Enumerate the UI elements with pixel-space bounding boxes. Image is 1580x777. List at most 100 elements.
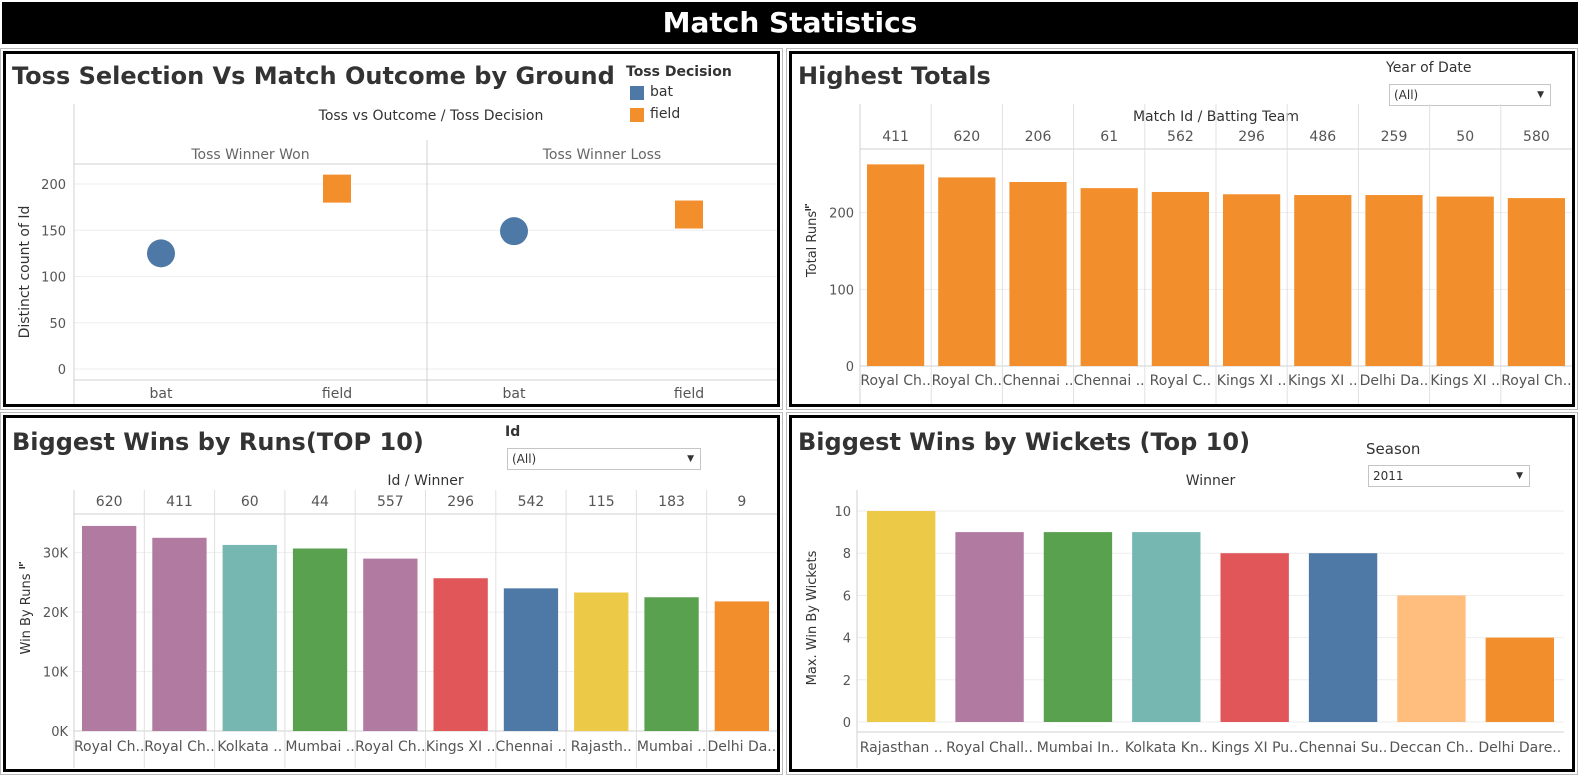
x-tick-label: Kings XI .. bbox=[1430, 373, 1500, 389]
match-id-label: 50 bbox=[1456, 129, 1474, 145]
y-axis-label: Win By Runs bbox=[19, 573, 34, 654]
x-tick-label: Chennai .. bbox=[1074, 373, 1145, 389]
bar bbox=[1365, 195, 1423, 366]
match-id-label: 580 bbox=[1523, 129, 1550, 145]
bar bbox=[644, 597, 699, 731]
id-filter-value: (All) bbox=[512, 452, 537, 466]
toss-panel-frame bbox=[0, 48, 783, 410]
match-id-label: 562 bbox=[1167, 129, 1194, 145]
x-tick-label: Mumbai .. bbox=[637, 739, 706, 755]
x-tick-label: field bbox=[322, 386, 352, 402]
toss-panel: Toss Selection Vs Match Outcome by Groun… bbox=[3, 51, 780, 407]
match-id-label: 620 bbox=[96, 494, 123, 510]
chevron-down-icon: ▼ bbox=[1537, 90, 1544, 100]
bar bbox=[222, 544, 277, 731]
x-tick-label: Kings XI Pu.. bbox=[1211, 740, 1298, 756]
bar bbox=[433, 578, 488, 731]
x-tick-label: Chennai .. bbox=[496, 739, 567, 755]
wins-wickets-panel: Biggest Wins by Wickets (Top 10) Season … bbox=[789, 415, 1575, 772]
y-tick-label: 0 bbox=[843, 716, 851, 731]
bar bbox=[867, 511, 936, 722]
match-id-label: 542 bbox=[518, 494, 545, 510]
match-id-label: 115 bbox=[588, 494, 615, 510]
bar bbox=[363, 558, 418, 731]
toss-header: Toss vs Outcome / Toss Decision bbox=[318, 108, 544, 124]
legend-bat-swatch[interactable] bbox=[630, 86, 644, 100]
wins-runs-title: Biggest Wins by Runs(TOP 10) bbox=[12, 428, 424, 456]
bar bbox=[1080, 188, 1138, 366]
match-id-label: 411 bbox=[166, 494, 193, 510]
point-field bbox=[675, 200, 703, 229]
x-tick-label: Royal Ch.. bbox=[1501, 373, 1571, 389]
match-id-label: 296 bbox=[447, 494, 474, 510]
match-id-label: 9 bbox=[737, 494, 746, 510]
x-tick-label: Royal Ch.. bbox=[932, 373, 1002, 389]
match-id-label: 620 bbox=[953, 129, 980, 145]
chart-header: Id / Winner bbox=[387, 473, 463, 489]
point-bat bbox=[147, 239, 175, 268]
bar bbox=[938, 177, 996, 366]
x-tick-label: Delhi Da.. bbox=[1360, 373, 1429, 389]
match-id-label: 411 bbox=[882, 129, 909, 145]
bar bbox=[955, 532, 1024, 722]
highest-panel-frame bbox=[786, 48, 1578, 410]
sort-icon bbox=[805, 204, 811, 211]
bar bbox=[1043, 532, 1113, 722]
bar bbox=[867, 164, 925, 366]
y-tick-label: 200 bbox=[829, 207, 854, 222]
x-tick-label: Royal Ch.. bbox=[860, 373, 930, 389]
group-header: Toss Winner Loss bbox=[542, 147, 661, 163]
y-tick-label: 0 bbox=[58, 363, 66, 378]
bar bbox=[1308, 553, 1378, 722]
dashboard-title: Match Statistics bbox=[2, 2, 1578, 44]
x-tick-label: Mumbai In.. bbox=[1037, 740, 1119, 756]
legend-bat-label[interactable]: bat bbox=[650, 84, 673, 100]
match-id-label: 44 bbox=[311, 494, 329, 510]
x-tick-label: Royal Ch.. bbox=[355, 739, 425, 755]
bar bbox=[1485, 637, 1554, 722]
season-filter-label: Season bbox=[1366, 440, 1421, 458]
bar bbox=[1151, 191, 1209, 366]
y-tick-label: 30K bbox=[43, 547, 69, 562]
wins-wickets-chart: Winner 0 2 4 6 8 10 Rajasthan .. Royal Chall.. Mu… bbox=[805, 473, 1564, 768]
y-tick-label: 0 bbox=[846, 360, 854, 375]
sort-icon bbox=[19, 562, 25, 569]
match-id-label: 206 bbox=[1025, 129, 1052, 145]
id-filter-label: Id bbox=[505, 424, 521, 440]
x-tick-label: bat bbox=[503, 386, 526, 402]
x-tick-label: Chennai .. bbox=[1003, 373, 1074, 389]
bar bbox=[1220, 553, 1289, 722]
x-tick-label: Royal C.. bbox=[1150, 373, 1212, 389]
bar bbox=[1507, 198, 1565, 366]
y-axis-label: Max. Win By Wickets bbox=[805, 550, 820, 685]
x-tick-label: Kings XI .. bbox=[426, 739, 496, 755]
season-filter-dropdown[interactable]: 2011 ▼ bbox=[1368, 465, 1530, 487]
legend-field-swatch[interactable] bbox=[630, 108, 644, 122]
y-tick-label: 50 bbox=[49, 317, 66, 332]
year-filter-label: Year of Date bbox=[1386, 60, 1472, 76]
x-tick-label: Rajasth.. bbox=[571, 739, 632, 755]
y-tick-label: 100 bbox=[829, 283, 854, 298]
id-filter-dropdown[interactable]: (All) ▼ bbox=[507, 448, 701, 470]
x-tick-label: Deccan Ch.. bbox=[1389, 740, 1473, 756]
x-tick-label: Mumbai .. bbox=[285, 739, 354, 755]
legend-field-label[interactable]: field bbox=[650, 106, 681, 122]
bar bbox=[1132, 532, 1201, 722]
match-id-label: 259 bbox=[1381, 129, 1408, 145]
bar bbox=[1009, 182, 1067, 366]
x-tick-label: Kings XI .. bbox=[1217, 373, 1287, 389]
bar bbox=[1223, 194, 1281, 366]
y-tick-label: 150 bbox=[41, 224, 66, 239]
y-tick-label: 4 bbox=[843, 632, 851, 647]
x-tick-label: Kolkata .. bbox=[217, 739, 282, 755]
y-tick-label: 0K bbox=[51, 725, 68, 740]
y-tick-label: 10K bbox=[43, 666, 69, 681]
bar bbox=[82, 525, 137, 731]
group-header: Toss Winner Won bbox=[190, 147, 309, 163]
match-id-label: 486 bbox=[1309, 129, 1336, 145]
match-id-label: 296 bbox=[1238, 129, 1265, 145]
year-filter-dropdown[interactable]: (All) ▼ bbox=[1389, 84, 1551, 106]
wins-runs-chart: Id / Winner 0K 10K 20K 30K 620 Royal Ch.. 411 Ro… bbox=[19, 473, 777, 768]
x-tick-label: Royal Chall.. bbox=[946, 740, 1033, 756]
